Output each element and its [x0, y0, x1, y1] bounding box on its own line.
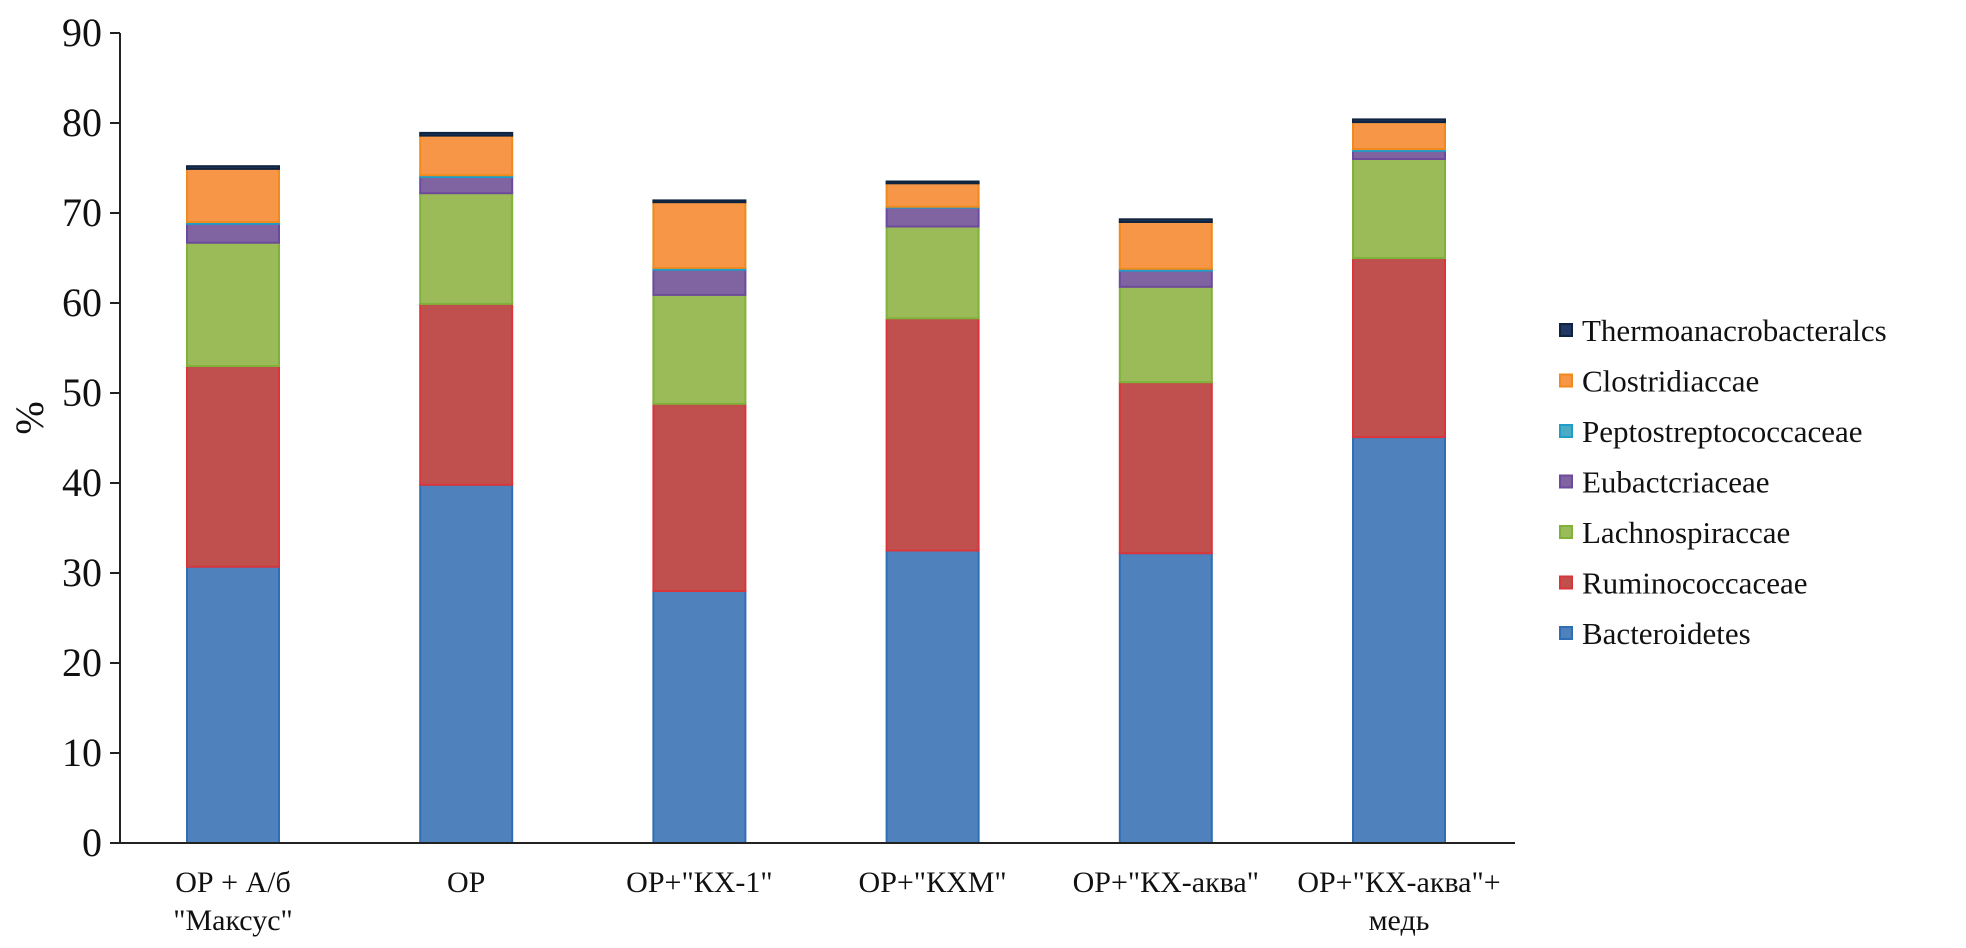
x-tick-label: ОР+"КХ-1" — [626, 866, 772, 899]
legend-item: Bacteroidetes — [1559, 616, 1751, 651]
bar-segment-eubactcriaceae — [652, 268, 747, 296]
legend-label: Eubactcriaceae — [1582, 465, 1770, 500]
bar-segment-eubactcriaceae — [885, 206, 980, 228]
legend-swatch — [1559, 626, 1573, 640]
bar-segment-thermoanacrobacteralcs — [885, 180, 980, 185]
legend-label: Ruminococcaceae — [1582, 566, 1807, 601]
bar-segment-lachnospiraccae — [419, 192, 514, 305]
y-tick-label: 30 — [62, 550, 102, 595]
bar-segment-bacteroidetes — [1352, 436, 1446, 844]
bar-segment-ruminococcaceae — [1352, 257, 1446, 439]
bar-segment-lachnospiraccae — [1352, 158, 1446, 259]
bar-stack — [419, 131, 514, 844]
bar-segment-lachnospiraccae — [652, 293, 747, 405]
bar-segment-ruminococcaceae — [885, 317, 980, 552]
x-tick-label: ОР+"КХМ" — [859, 866, 1007, 899]
bar-segment-thermoanacrobacteralcs — [419, 131, 514, 137]
bar-segment-ruminococcaceae — [652, 402, 747, 592]
bar-segment-bacteroidetes — [1118, 552, 1213, 844]
bar-stack — [186, 165, 280, 844]
bar-segment-bacteroidetes — [652, 590, 747, 844]
bar-segment-bacteroidetes — [885, 549, 980, 844]
legend-label: Thermoanacrobacteralcs — [1582, 313, 1887, 348]
bar-segment-eubactcriaceae — [1118, 269, 1213, 288]
y-tick-label: 70 — [62, 190, 102, 235]
bar-segment-ruminococcaceae — [186, 365, 280, 568]
bar-segment-eubactcriaceae — [419, 176, 514, 195]
bar-segment-clostridiaccae — [186, 167, 280, 223]
legend-item: Thermoanacrobacteralcs — [1559, 313, 1887, 348]
legend-swatch — [1559, 474, 1573, 489]
x-tick-label: медь — [1369, 904, 1430, 937]
x-tick-label: ОР+"КХ-аква"+ — [1297, 866, 1500, 899]
bar-segment-clostridiaccae — [1352, 121, 1446, 151]
legend-item: Lachnospiraccae — [1559, 515, 1790, 550]
legend-label: Clostridiaccae — [1582, 364, 1759, 399]
bar-segment-ruminococcaceae — [1118, 381, 1213, 555]
bar-stack — [652, 199, 747, 844]
x-tick-label: ОР+"КХ-аква" — [1073, 866, 1259, 899]
legend-swatch — [1559, 424, 1573, 438]
bar-segment-thermoanacrobacteralcs — [186, 165, 280, 170]
y-tick-label: 60 — [62, 280, 102, 325]
bar-segment-thermoanacrobacteralcs — [652, 199, 747, 204]
bar-segment-lachnospiraccae — [1118, 285, 1213, 384]
legend-item: Ruminococcaceae — [1559, 566, 1807, 601]
y-tick-label: 80 — [62, 100, 102, 145]
y-axis-title: % — [7, 401, 52, 434]
x-tick-label: ОР — [447, 866, 485, 899]
bar-segment-ruminococcaceae — [419, 302, 514, 486]
y-tick-label: 50 — [62, 370, 102, 415]
bar-segment-thermoanacrobacteralcs — [1118, 218, 1213, 224]
y-tick-label: 40 — [62, 460, 102, 505]
legend-swatch — [1559, 525, 1573, 539]
bar-segment-clostridiaccae — [885, 182, 980, 208]
bar-segment-lachnospiraccae — [885, 225, 980, 320]
bar-stack — [1118, 218, 1213, 844]
bar-segment-clostridiaccae — [419, 134, 514, 177]
legend-swatch — [1559, 323, 1573, 337]
bar-segment-lachnospiraccae — [186, 241, 280, 367]
legend-swatch — [1559, 575, 1573, 590]
y-tick-label: 90 — [62, 10, 102, 55]
bars — [186, 118, 1446, 844]
y-tick-label: 10 — [62, 730, 102, 775]
bar-segment-thermoanacrobacteralcs — [1352, 118, 1446, 124]
bar-segment-bacteroidetes — [186, 565, 280, 844]
bar-segment-clostridiaccae — [652, 201, 747, 269]
bar-segment-eubactcriaceae — [1352, 149, 1446, 160]
legend-item: Peptostreptococcaceae — [1559, 414, 1863, 449]
legend-swatch — [1559, 373, 1573, 388]
legend-label: Bacteroidetes — [1582, 616, 1751, 651]
x-tick-label: "Максус" — [173, 904, 293, 937]
bar-segment-eubactcriaceae — [186, 222, 280, 244]
bar-segment-clostridiaccae — [1118, 221, 1213, 270]
legend: Thermoanacrobacteralcs Clostridiaccae Pept… — [1559, 313, 1887, 651]
legend-label: Lachnospiraccae — [1582, 515, 1790, 550]
legend-item: Eubactcriaceae — [1559, 465, 1770, 500]
y-tick-label: 0 — [82, 820, 102, 865]
bar-segment-bacteroidetes — [419, 483, 514, 844]
bar-stack — [885, 180, 980, 844]
legend-label: Peptostreptococcaceae — [1582, 414, 1863, 449]
y-tick-label: 20 — [62, 640, 102, 685]
legend-item: Clostridiaccae — [1559, 364, 1759, 399]
x-tick-label: ОР + А/б — [175, 866, 291, 899]
y-axis: 0 10 20 30 40 50 60 70 80 90 — [62, 10, 121, 865]
x-axis: ОР + А/б "Максус" ОР ОР+"КХ-1" ОР+"КХМ" ОР+"К… — [120, 842, 1515, 937]
bar-stack — [1352, 118, 1446, 844]
